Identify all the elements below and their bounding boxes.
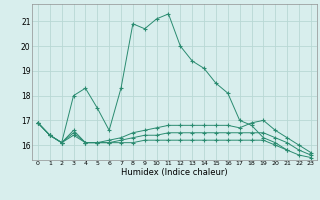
- X-axis label: Humidex (Indice chaleur): Humidex (Indice chaleur): [121, 168, 228, 177]
